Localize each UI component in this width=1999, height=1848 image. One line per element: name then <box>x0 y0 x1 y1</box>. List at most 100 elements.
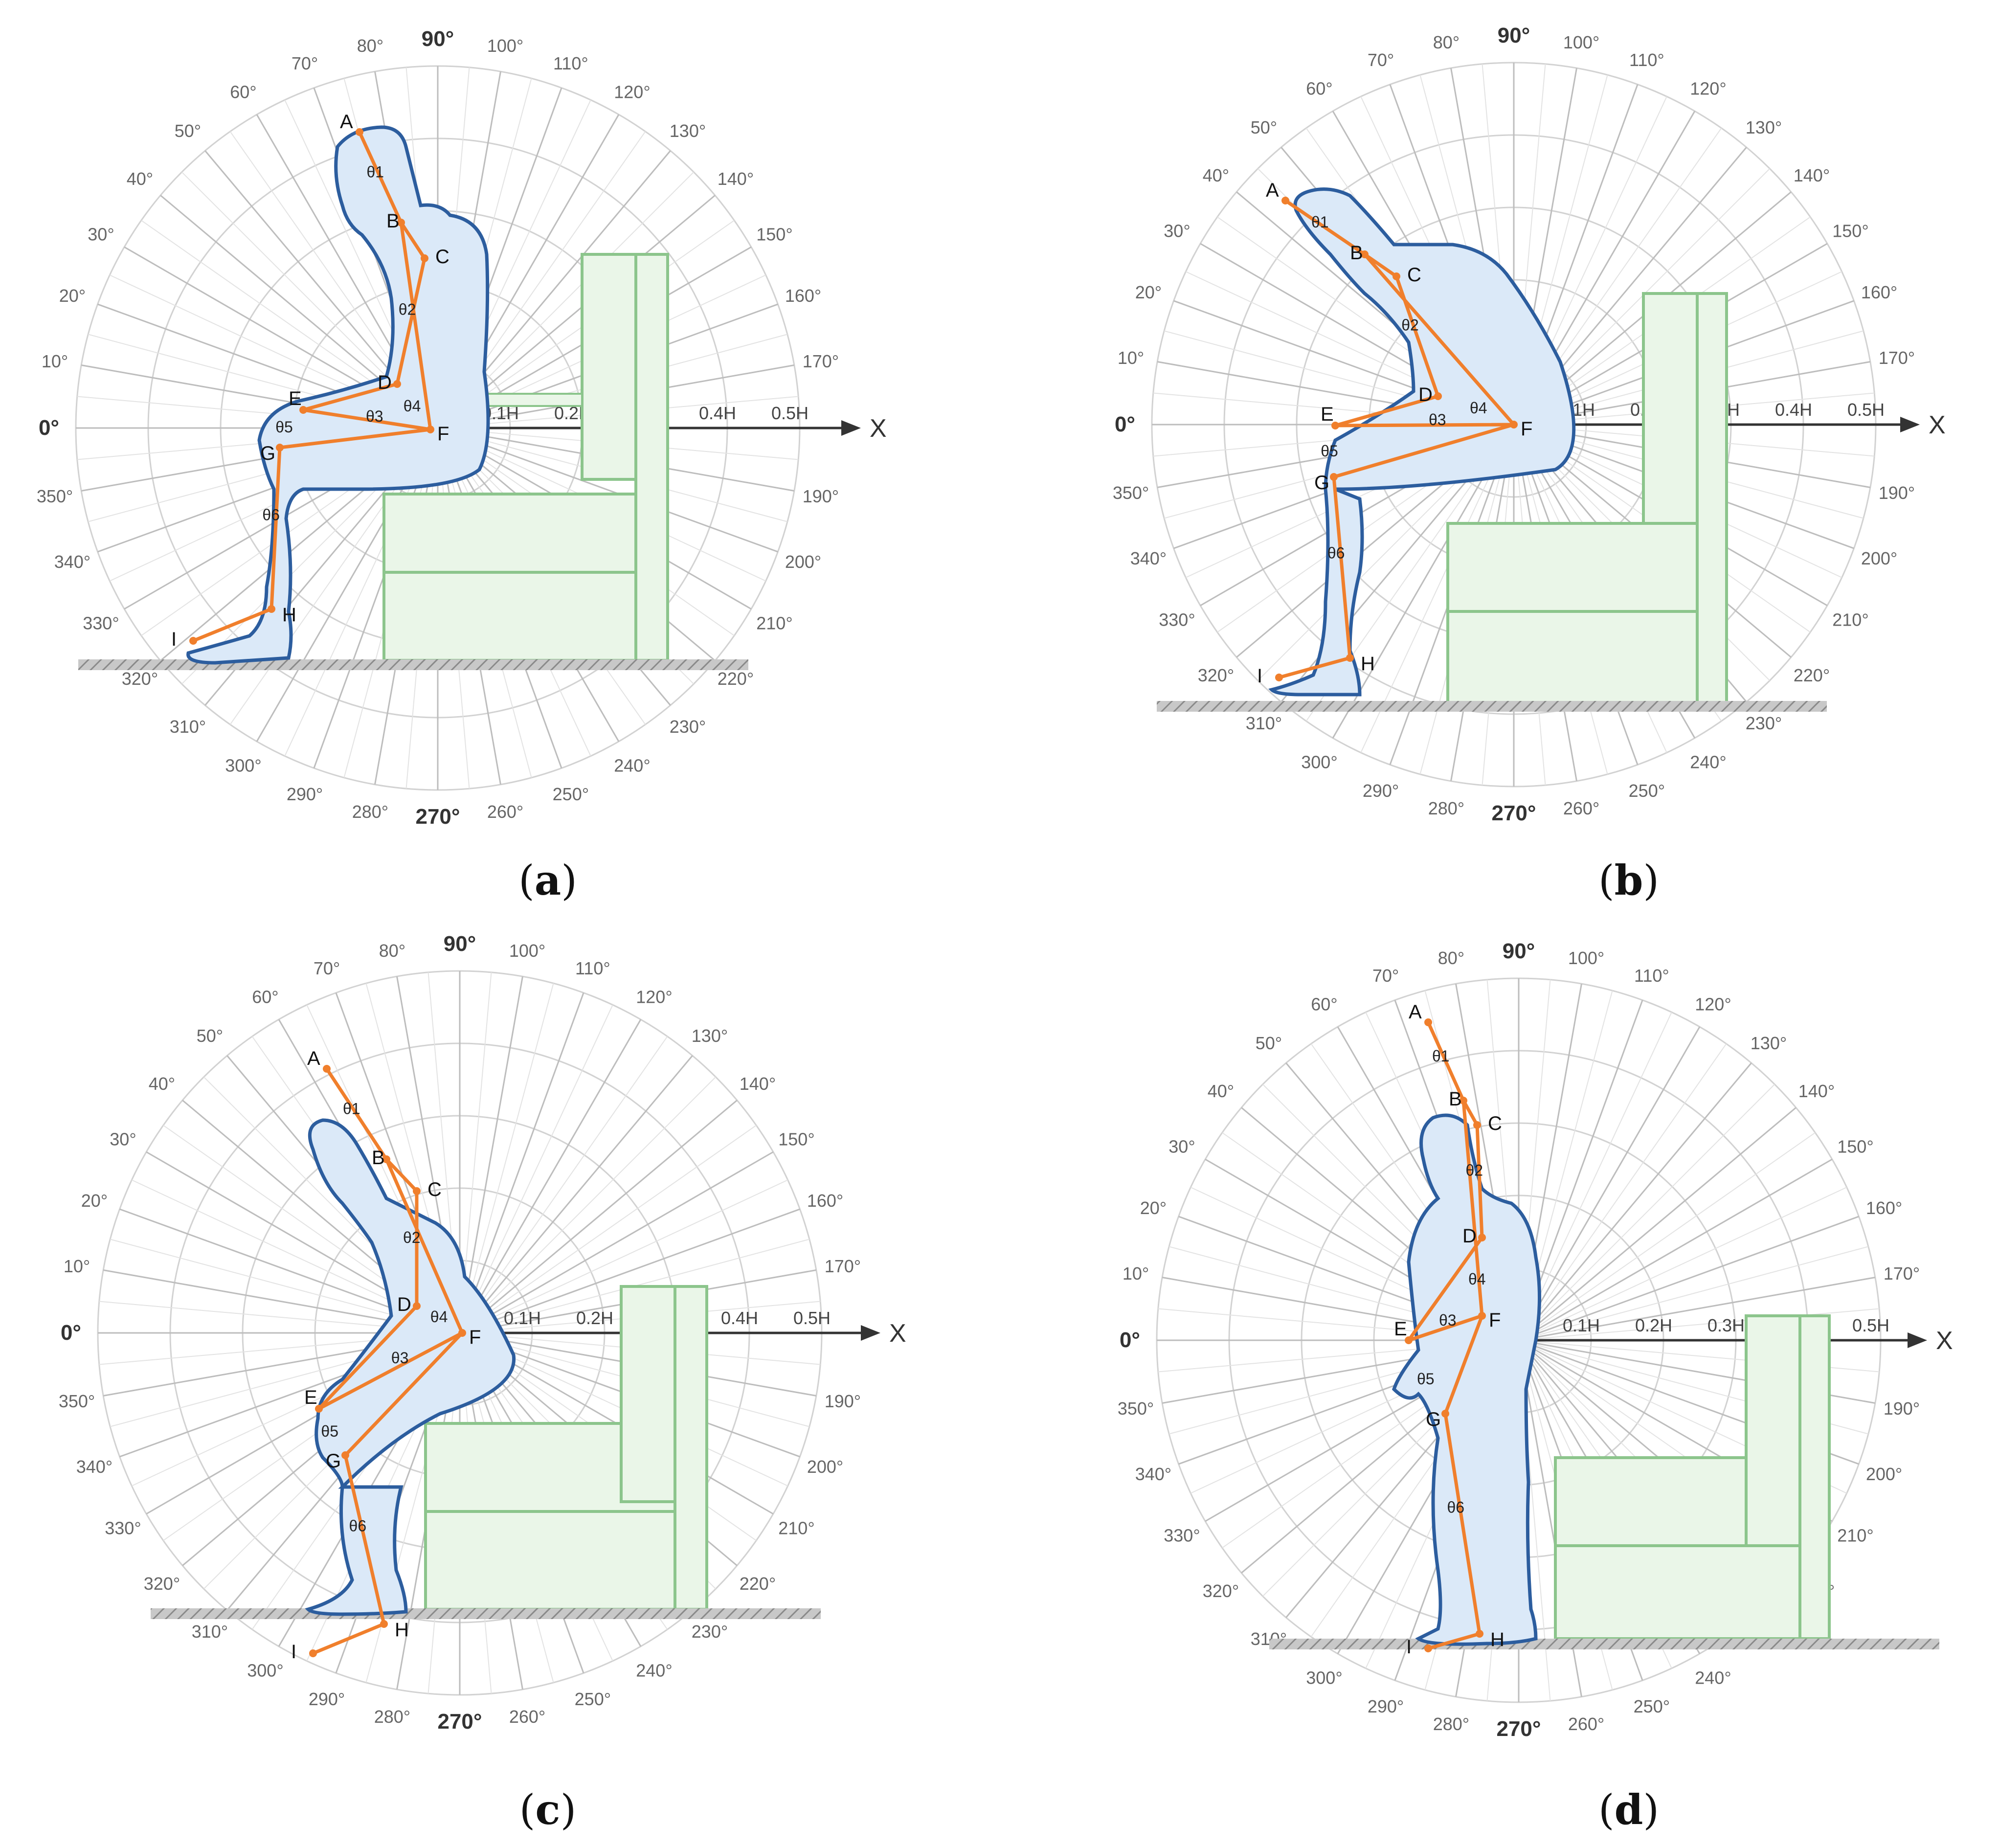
angle-label: 270° <box>437 1710 482 1734</box>
radial-distance-label: 0.4H <box>721 1308 758 1328</box>
skeleton-segments <box>192 131 432 643</box>
angle-label: 300° <box>225 755 261 775</box>
angle-label: 90° <box>422 27 454 51</box>
skeleton-segments <box>1407 1021 1484 1650</box>
angle-label: 240° <box>614 755 650 775</box>
angle-label: 130° <box>692 1026 728 1046</box>
angle-label: 0° <box>1120 1328 1140 1352</box>
angle-label: 190° <box>825 1391 861 1411</box>
angle-label: 320° <box>122 669 158 689</box>
angle-label: 280° <box>374 1707 410 1727</box>
angle-label: 70° <box>1368 50 1394 70</box>
joint-label-e: E <box>304 1387 317 1408</box>
radial-distance-label: 0.1H <box>1563 1315 1600 1335</box>
angle-label: 260° <box>1568 1714 1604 1734</box>
joint-label-f: F <box>469 1327 481 1348</box>
caption-b: (b) <box>1598 856 1660 904</box>
radial-distance-label: 0.5H <box>1852 1315 1889 1335</box>
angle-theta-label: θ1 <box>343 1100 360 1118</box>
angle-label: 0° <box>1115 412 1135 436</box>
angle-theta-label: θ5 <box>1417 1370 1435 1388</box>
joint-label-b: B <box>372 1147 385 1169</box>
angle-theta-label: θ3 <box>366 407 383 425</box>
joint-point <box>1434 392 1442 400</box>
angle-label: 40° <box>149 1074 175 1094</box>
joint-label-h: H <box>282 604 296 626</box>
angle-label: 220° <box>740 1574 776 1594</box>
floor <box>1269 1639 1939 1649</box>
joint-labels: A B C D E F G H Iθ1 θ2 θ3 θ4 θ5 θ6 <box>1394 1001 1505 1658</box>
angle-label: 300° <box>247 1660 283 1680</box>
joint-label-f: F <box>1521 418 1532 440</box>
joint-point <box>413 1187 421 1195</box>
joint-point <box>1510 421 1518 428</box>
joint-label-g: G <box>1314 472 1329 494</box>
angle-label: 30° <box>110 1129 136 1149</box>
caption-a: (a) <box>518 856 577 904</box>
angle-label: 140° <box>718 169 754 189</box>
angle-label: 150° <box>778 1129 814 1149</box>
joint-point <box>299 406 307 414</box>
joint-labels: A B C D E F G H Iθ1 θ2 θ3 θ4 θ5 θ6 <box>1257 180 1532 687</box>
angle-label: 230° <box>670 717 706 737</box>
angle-label: 80° <box>379 941 405 961</box>
joint-point <box>323 1065 331 1073</box>
sofa-outline <box>382 253 669 662</box>
angle-label: 290° <box>287 784 323 804</box>
joint-point <box>1331 422 1339 429</box>
angle-theta-label: θ2 <box>399 301 416 318</box>
grid-spoke <box>1518 1062 1752 1341</box>
joint-point <box>1441 1410 1449 1418</box>
joint-label-e: E <box>289 388 302 409</box>
angle-label: 290° <box>1363 781 1399 801</box>
joint-point <box>315 1405 323 1413</box>
joint-point <box>413 1302 421 1310</box>
grid-spoke <box>459 1077 716 1333</box>
joint-label-d: D <box>378 372 392 393</box>
angle-label: 110° <box>1629 50 1664 70</box>
angle-label: 40° <box>127 169 153 189</box>
angle-label: 250° <box>1629 781 1665 801</box>
angle-label: 320° <box>144 1574 180 1594</box>
joint-point <box>397 219 405 226</box>
angle-label: 10° <box>1123 1263 1149 1284</box>
angle-label: 210° <box>756 613 792 633</box>
angle-theta-label: θ2 <box>1466 1162 1483 1179</box>
caption-d: (d) <box>1598 1785 1660 1834</box>
grid-spoke <box>1518 1216 1859 1341</box>
angle-label: 260° <box>487 802 523 822</box>
joint-label-b: B <box>386 210 400 232</box>
angle-label: 260° <box>509 1707 545 1727</box>
angle-label: 300° <box>1306 1668 1342 1688</box>
angle-label: 50° <box>175 121 201 141</box>
joint-point <box>1361 250 1369 258</box>
radial-distance-label: 0.4H <box>1775 400 1812 420</box>
joint-label-b: B <box>1449 1088 1462 1110</box>
radial-distance-label: 0.2H <box>1635 1315 1672 1335</box>
angle-label: 340° <box>1135 1464 1171 1484</box>
joint-label-c: C <box>435 246 449 268</box>
angle-label: 310° <box>170 717 206 737</box>
radial-distance-label: 0.4H <box>699 403 736 423</box>
radial-distance-label: 0.1H <box>504 1308 541 1328</box>
angle-theta-label: θ6 <box>349 1517 367 1534</box>
joint-label-h: H <box>395 1619 409 1641</box>
caption-c: (c) <box>519 1785 577 1834</box>
angle-theta-label: θ2 <box>403 1229 421 1246</box>
angle-label: 100° <box>487 36 523 56</box>
sofa-outline <box>1446 292 1728 706</box>
panel-a-diagram: 0° 10° 20° 30° 40° 50° 60° 70° 80° 90° 100° 110° 120… <box>37 27 887 829</box>
angle-label: 330° <box>1159 610 1195 630</box>
angle-label: 240° <box>1695 1668 1731 1688</box>
angle-label: 60° <box>1306 79 1332 99</box>
angle-theta-label: θ5 <box>321 1422 338 1440</box>
joint-label-d: D <box>397 1294 411 1315</box>
angle-label: 100° <box>1568 948 1604 968</box>
angle-label: 340° <box>54 552 90 572</box>
angle-label: 210° <box>1832 610 1868 630</box>
grid-spoke <box>459 1019 642 1333</box>
joint-label-i: I <box>171 629 177 650</box>
joint-label-i: I <box>291 1641 296 1663</box>
grid-spoke <box>1518 1246 1869 1341</box>
angle-label: 200° <box>1861 548 1897 568</box>
